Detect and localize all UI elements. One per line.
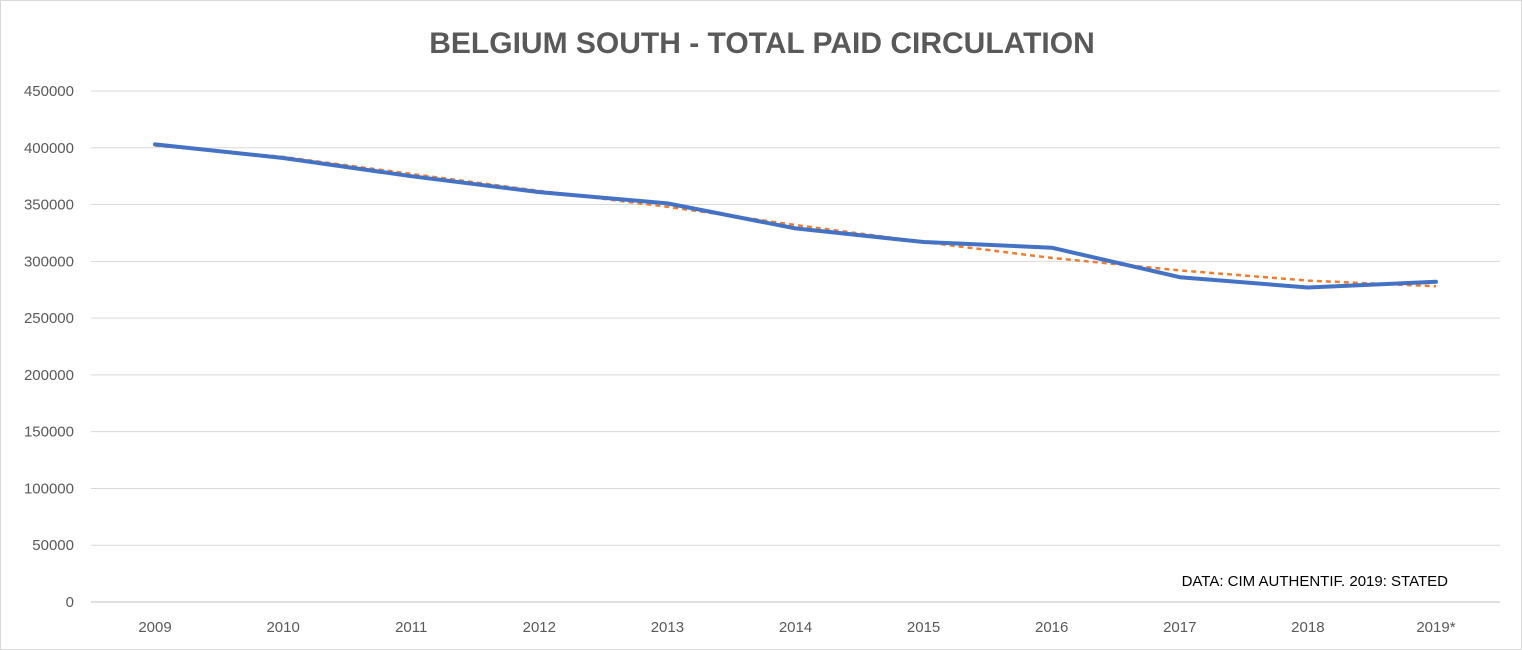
y-tick-label: 100000 (24, 480, 74, 497)
x-tick-label: 2013 (651, 619, 684, 636)
y-tick-label: 200000 (24, 367, 74, 384)
x-axis-ticks: 2009 2010 2011 2012 2013 2014 2015 2016 2017 2018… (138, 619, 1455, 636)
x-tick-label: 2010 (266, 619, 299, 636)
source-annotation: DATA: CIM AUTHENTIF. 2019: STATED (1182, 573, 1449, 590)
x-tick-label: 2015 (907, 619, 940, 636)
y-tick-label: 50000 (32, 537, 74, 554)
x-tick-label: 2009 (138, 619, 171, 636)
y-tick-label: 450000 (24, 83, 74, 100)
y-tick-label: 300000 (24, 253, 74, 270)
y-tick-label: 150000 (24, 424, 74, 441)
x-tick-label: 2019* (1416, 619, 1455, 636)
x-tick-label: 2012 (523, 619, 556, 636)
x-tick-label: 2014 (779, 619, 812, 636)
y-axis-ticks: 0 50000 100000 150000 200000 250000 300000 3500… (24, 83, 74, 611)
gridlines (91, 90, 1500, 603)
y-tick-label: 400000 (24, 140, 74, 157)
y-tick-label: 0 (66, 594, 74, 611)
x-tick-label: 2011 (395, 619, 427, 636)
y-tick-label: 250000 (24, 310, 74, 327)
series-line-trend (154, 144, 1437, 288)
x-tick-label: 2018 (1291, 619, 1324, 636)
series-line-actual (153, 142, 1438, 290)
y-tick-label: 350000 (24, 197, 74, 214)
series-lines (153, 142, 1438, 290)
chart-title: BELGIUM SOUTH - TOTAL PAID CIRCULATION (429, 27, 1095, 60)
x-tick-label: 2016 (1035, 619, 1068, 636)
x-tick-label: 2017 (1163, 619, 1196, 636)
